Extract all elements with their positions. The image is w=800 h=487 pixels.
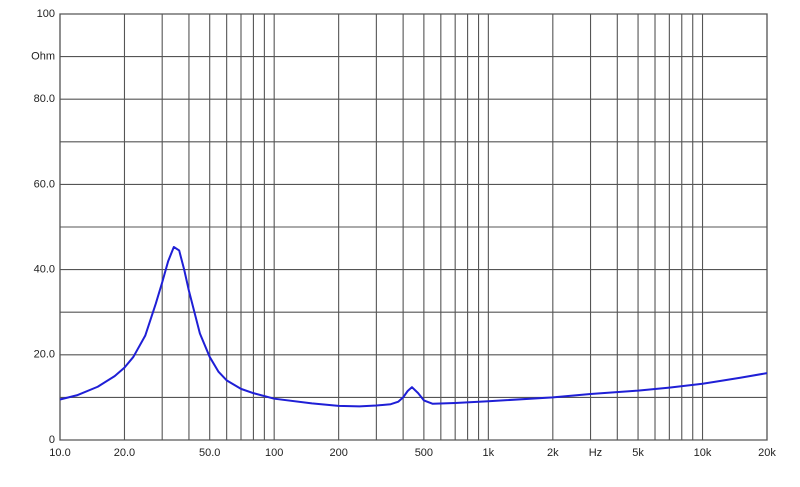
x-tick-label: 1k — [483, 447, 495, 459]
x-tick-label: 20k — [758, 447, 776, 459]
x-tick-label: 100 — [265, 447, 283, 459]
y-axis-label: Ohm — [31, 51, 55, 63]
x-tick-label: 10k — [694, 447, 712, 459]
x-tick-label: 500 — [415, 447, 433, 459]
x-axis-label: Hz — [589, 447, 602, 459]
y-tick-label: 80.0 — [34, 93, 55, 105]
x-tick-label: 50.0 — [199, 447, 220, 459]
y-tick-label: 40.0 — [34, 264, 55, 276]
x-tick-label: 10.0 — [49, 447, 70, 459]
y-tick-label: 60.0 — [34, 178, 55, 190]
x-tick-label: 200 — [329, 447, 347, 459]
x-tick-label: 2k — [547, 447, 559, 459]
x-tick-label: 5k — [632, 447, 644, 459]
impedance-curve — [59, 246, 768, 408]
y-tick-label: 0 — [49, 434, 55, 446]
x-tick-label: 20.0 — [114, 447, 135, 459]
y-tick-label: 20.0 — [34, 349, 55, 361]
y-tick-label: 100 — [37, 8, 55, 20]
